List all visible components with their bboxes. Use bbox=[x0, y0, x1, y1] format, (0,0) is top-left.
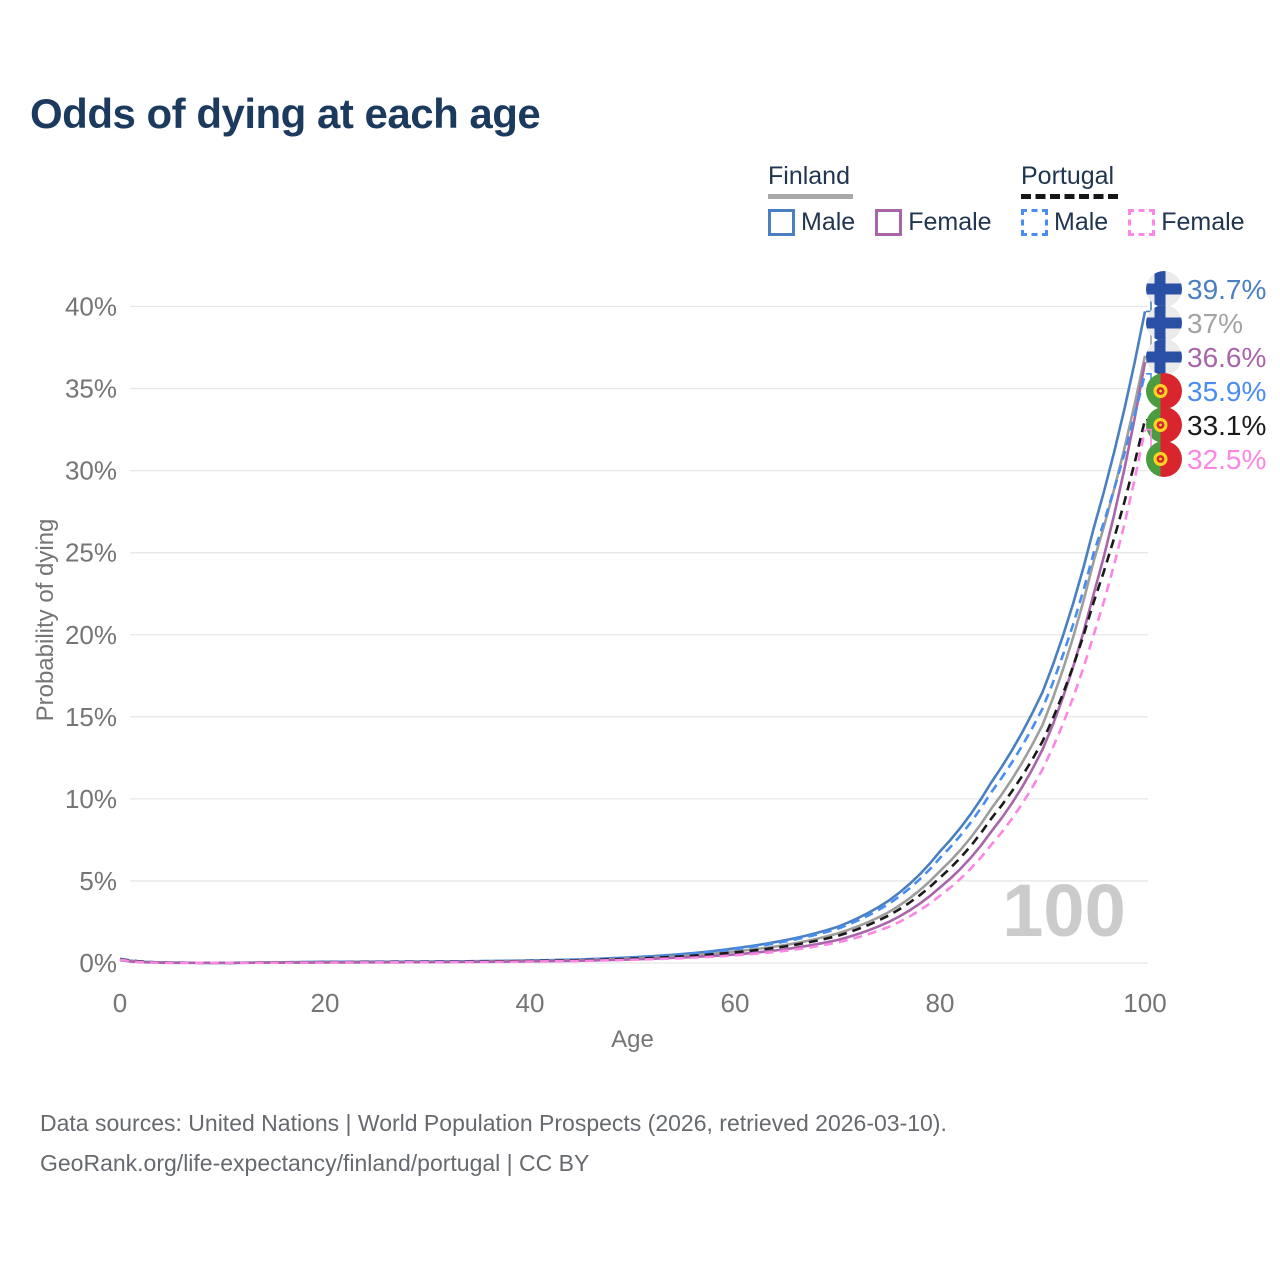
y-tick-label-40: 40% bbox=[65, 292, 117, 322]
age-indicator-watermark: 100 bbox=[1002, 869, 1126, 952]
portugal-flag-part bbox=[1160, 407, 1182, 443]
portugal-flag-part bbox=[1160, 373, 1182, 409]
legend-portugal: Portugal Male Female bbox=[1021, 162, 1259, 237]
legend-portugal-male-label[interactable]: Male bbox=[1054, 208, 1109, 236]
legend-finland-male-swatch[interactable] bbox=[768, 209, 795, 236]
end-label-finland-male: 39.7% bbox=[1187, 274, 1266, 305]
end-label-finland-female: 36.6% bbox=[1187, 342, 1266, 373]
portugal-flag-emblem bbox=[1159, 423, 1162, 427]
legend-finland-male-label[interactable]: Male bbox=[801, 208, 856, 236]
portugal-flag-icon bbox=[1146, 407, 1182, 443]
portugal-flag-emblem bbox=[1159, 389, 1162, 393]
footer-attribution: GeoRank.org/life-expectancy/finland/port… bbox=[40, 1150, 590, 1176]
end-label-portugal-female: 32.5% bbox=[1187, 444, 1266, 475]
y-tick-label-10: 10% bbox=[65, 784, 117, 814]
legend-portugal-female-label[interactable]: Female bbox=[1161, 208, 1245, 236]
y-tick-label-30: 30% bbox=[65, 456, 117, 486]
y-tick-label-20: 20% bbox=[65, 620, 117, 650]
footer-data-sources: Data sources: United Nations | World Pop… bbox=[40, 1110, 947, 1136]
end-label-finland-both: 37% bbox=[1187, 308, 1243, 339]
x-tick-label-0: 0 bbox=[113, 988, 127, 1018]
x-tick-label-40: 40 bbox=[516, 988, 545, 1018]
portugal-flag-part bbox=[1146, 407, 1161, 443]
legend-portugal-female-swatch[interactable] bbox=[1128, 209, 1156, 236]
legend-portugal-male-swatch[interactable] bbox=[1021, 209, 1048, 236]
portugal-flag-part bbox=[1146, 441, 1161, 477]
line-finland-female bbox=[119, 362, 1147, 965]
finland-flag-icon bbox=[1146, 305, 1182, 341]
end-label-portugal-both: 33.1% bbox=[1187, 410, 1266, 441]
footer: Data sources: United Nations | World Pop… bbox=[40, 1103, 947, 1183]
legend-portugal-label[interactable]: Portugal bbox=[1021, 162, 1115, 190]
line-finland-both bbox=[119, 355, 1147, 965]
y-tick-label-35: 35% bbox=[65, 374, 117, 404]
y-tick-label-15: 15% bbox=[65, 702, 117, 732]
line-portugal-male bbox=[119, 373, 1147, 965]
legend-finland: Finland Male Female bbox=[768, 162, 1006, 237]
legend-finland-line-sample bbox=[768, 194, 853, 199]
legend-finland-female-label[interactable]: Female bbox=[908, 208, 992, 236]
finland-flag-icon bbox=[1146, 339, 1182, 375]
line-portugal-female bbox=[119, 429, 1147, 965]
portugal-flag-emblem bbox=[1159, 457, 1162, 461]
y-tick-label-0: 0% bbox=[79, 948, 117, 978]
line-finland-male bbox=[119, 311, 1147, 965]
legend-finland-female-swatch[interactable] bbox=[875, 209, 903, 236]
x-tick-label-20: 20 bbox=[311, 988, 340, 1018]
finland-flag-part bbox=[1154, 339, 1166, 375]
page-title: Odds of dying at each age bbox=[30, 90, 541, 137]
finland-flag-icon bbox=[1146, 271, 1182, 307]
x-axis-title: Age bbox=[611, 1026, 654, 1053]
portugal-flag-part bbox=[1160, 441, 1182, 477]
x-tick-label-80: 80 bbox=[926, 988, 955, 1018]
legend-finland-label[interactable]: Finland bbox=[768, 162, 850, 190]
legend-portugal-line-sample bbox=[1021, 194, 1118, 199]
portugal-flag-icon bbox=[1146, 441, 1182, 477]
y-axis-title: Probability of dying bbox=[32, 518, 59, 722]
finland-flag-part bbox=[1154, 271, 1166, 307]
y-tick-label-5: 5% bbox=[79, 866, 117, 896]
end-label-portugal-male: 35.9% bbox=[1187, 376, 1266, 407]
y-tick-label-25: 25% bbox=[65, 538, 117, 568]
x-tick-label-100: 100 bbox=[1123, 988, 1166, 1018]
portugal-flag-part bbox=[1146, 373, 1161, 409]
finland-flag-part bbox=[1154, 305, 1166, 341]
portugal-flag-icon bbox=[1146, 373, 1182, 409]
x-tick-label-60: 60 bbox=[721, 988, 750, 1018]
